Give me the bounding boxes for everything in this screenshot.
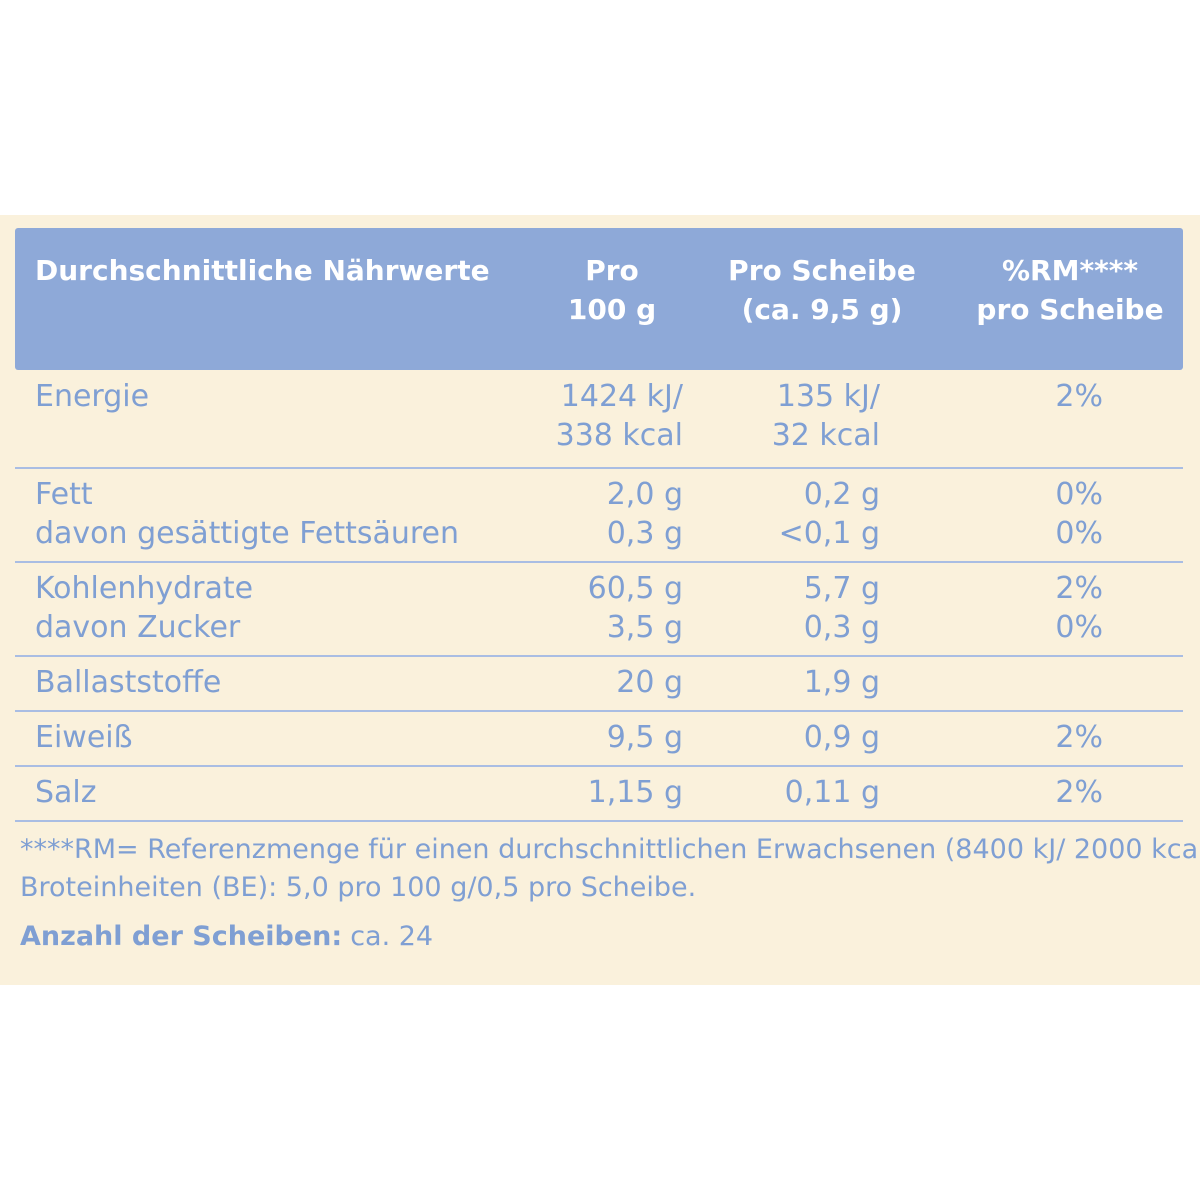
row-value: 60,5 g xyxy=(587,571,683,606)
header-cell: pro Scheibe xyxy=(976,293,1164,326)
row-value: 0% xyxy=(1055,610,1103,645)
row-label: Ballaststoffe xyxy=(35,665,222,700)
row-value: 0,9 g xyxy=(803,720,880,755)
row-value: 2% xyxy=(1055,379,1103,414)
header-cell: (ca. 9,5 g) xyxy=(741,293,903,326)
slices-value: ca. 24 xyxy=(350,921,434,952)
row-value: 0,3 g xyxy=(606,516,683,551)
row-separator xyxy=(15,820,1183,822)
row-separator xyxy=(15,467,1183,469)
row-value: 135 kJ/ xyxy=(776,379,880,414)
footnote: ****RM= Referenzmenge für einen durchsch… xyxy=(20,834,1200,865)
row-value: 1,9 g xyxy=(803,665,880,700)
table-header xyxy=(15,228,1183,370)
row-value: 0,3 g xyxy=(803,610,880,645)
row-value: 1,15 g xyxy=(587,775,683,810)
row-value: 0% xyxy=(1055,516,1103,551)
header-cell: %RM**** xyxy=(1001,254,1139,287)
row-separator xyxy=(15,561,1183,563)
row-separator xyxy=(15,710,1183,712)
row-value: 338 kcal xyxy=(555,418,683,453)
row-value: 0% xyxy=(1055,477,1103,512)
row-value: 3,5 g xyxy=(606,610,683,645)
row-label: davon Zucker xyxy=(35,610,241,645)
row-label: Eiweiß xyxy=(35,720,133,755)
row-value: 5,7 g xyxy=(803,571,880,606)
row-value: 0,11 g xyxy=(784,775,880,810)
header-cell: Pro xyxy=(585,254,639,287)
row-value: 2% xyxy=(1055,775,1103,810)
row-separator xyxy=(15,655,1183,657)
row-value: 2% xyxy=(1055,571,1103,606)
row-label: davon gesättigte Fettsäuren xyxy=(35,516,460,551)
header-cell: 100 g xyxy=(567,293,657,326)
row-label: Salz xyxy=(35,775,97,810)
slices-line: Anzahl der Scheiben: ca. 24 xyxy=(20,918,433,956)
row-value: 2% xyxy=(1055,720,1103,755)
slices-label: Anzahl der Scheiben: xyxy=(20,921,343,952)
row-separator xyxy=(15,765,1183,767)
row-value: 2,0 g xyxy=(606,477,683,512)
row-value: 9,5 g xyxy=(606,720,683,755)
row-value: 0,2 g xyxy=(803,477,880,512)
header-cell: Durchschnittliche Nährwerte xyxy=(35,254,490,287)
row-value: 1424 kJ/ xyxy=(560,379,683,414)
row-label: Kohlenhydrate xyxy=(35,571,254,606)
row-label: Energie xyxy=(35,379,150,414)
header-cell: Pro Scheibe xyxy=(728,254,916,287)
row-value: 32 kcal xyxy=(771,418,880,453)
footnote: Broteinheiten (BE): 5,0 pro 100 g/0,5 pr… xyxy=(20,872,697,903)
row-value: 20 g xyxy=(616,665,683,700)
row-label: Fett xyxy=(35,477,93,512)
row-value: <0,1 g xyxy=(778,516,880,551)
